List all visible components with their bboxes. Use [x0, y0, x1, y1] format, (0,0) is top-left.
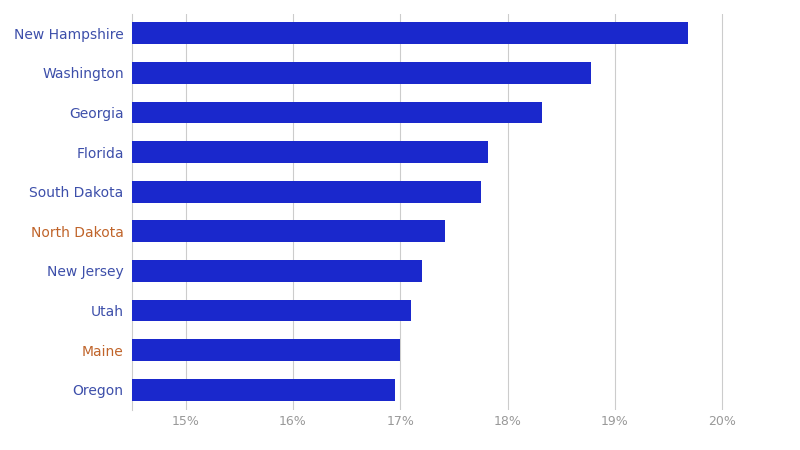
Bar: [0, 181, 481, 202]
Bar: [0, 102, 542, 123]
Bar: [0, 339, 400, 361]
Bar: [0, 62, 591, 84]
Bar: [0, 220, 446, 242]
Bar: [0, 379, 395, 400]
Bar: [0, 141, 488, 163]
Bar: [0, 22, 688, 44]
Bar: [0, 300, 411, 321]
Bar: [0, 260, 422, 282]
